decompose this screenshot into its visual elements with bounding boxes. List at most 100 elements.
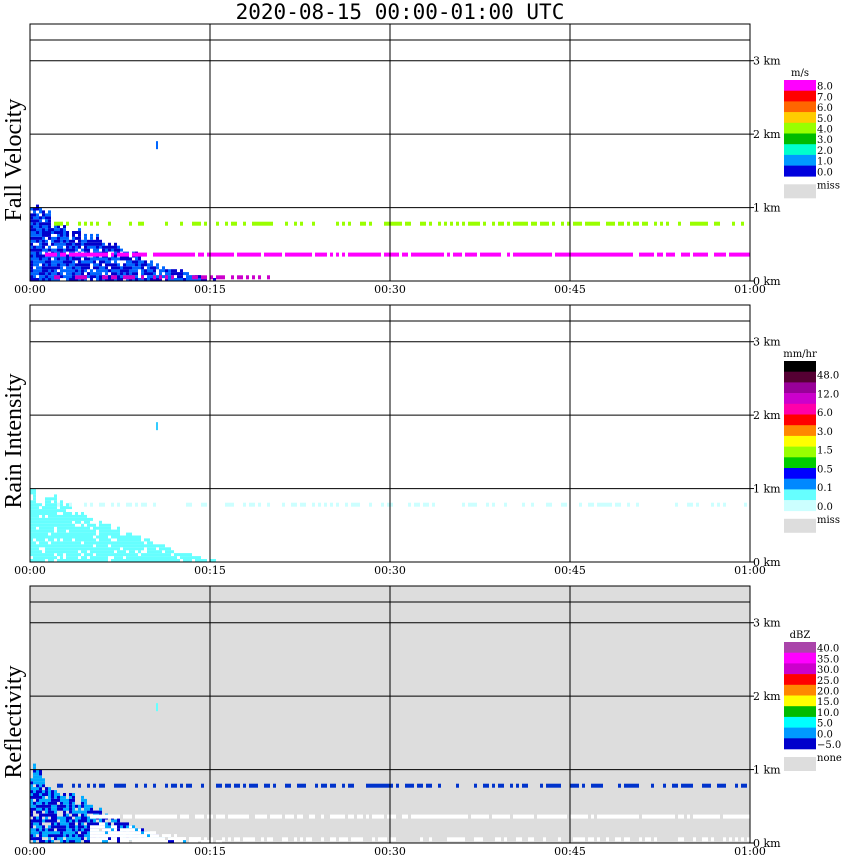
data-cell [189, 556, 192, 560]
data-cell [678, 837, 681, 842]
data-cell [75, 526, 78, 530]
data-cell [45, 239, 48, 243]
data-cell [63, 795, 66, 799]
data-cell [138, 538, 141, 542]
data-cell [204, 275, 207, 280]
data-cell [111, 837, 114, 841]
data-cell [39, 550, 42, 554]
data-cell [234, 783, 237, 788]
data-cell [51, 793, 54, 796]
data-cell [603, 814, 606, 819]
data-cell [615, 252, 618, 257]
data-cell [705, 814, 708, 819]
data-cell [78, 825, 81, 829]
data-cell [45, 275, 48, 279]
data-cell [96, 257, 99, 261]
data-cell [39, 807, 42, 811]
data-cell [102, 834, 105, 838]
data-cell [39, 251, 42, 255]
data-cell [60, 242, 63, 246]
data-cell [384, 837, 387, 842]
data-cell [303, 252, 306, 257]
data-cell [723, 783, 726, 788]
data-cell [117, 278, 120, 281]
data-cell [135, 553, 138, 557]
data-cell [132, 553, 135, 557]
data-cell [126, 266, 129, 270]
data-cell [105, 840, 108, 843]
data-cell [96, 275, 99, 279]
data-cell [105, 538, 108, 542]
data-cell [261, 221, 264, 226]
data-cell [93, 248, 96, 252]
y-tick-label: 2 km [753, 128, 781, 141]
data-cell [33, 225, 36, 229]
data-cell [45, 813, 48, 817]
data-cell [63, 248, 66, 252]
data-cell [129, 275, 132, 280]
data-cell [267, 502, 270, 507]
data-cell [99, 825, 102, 829]
data-cell [300, 502, 303, 507]
data-cell [135, 547, 138, 551]
data-cell [111, 825, 114, 829]
data-cell [54, 242, 57, 246]
data-cell [549, 252, 552, 257]
data-cell [54, 263, 57, 267]
data-cell [48, 272, 51, 276]
data-cell [75, 278, 78, 281]
data-cell [33, 251, 36, 255]
data-cell [54, 278, 57, 281]
data-cell [36, 535, 39, 539]
data-cell [51, 825, 54, 829]
data-cell [78, 260, 81, 264]
data-cell [42, 236, 45, 240]
y-tick-label: 3 km [753, 336, 781, 349]
data-cell [75, 248, 78, 252]
data-cell [42, 790, 45, 794]
data-cell [474, 814, 477, 819]
data-cell [657, 252, 660, 257]
data-cell [186, 272, 189, 276]
data-cell [591, 837, 594, 842]
data-cell [69, 801, 72, 805]
data-cell [90, 822, 93, 826]
data-cell [54, 512, 57, 515]
data-cell [504, 502, 507, 507]
data-cell [114, 783, 117, 788]
data-cell [123, 837, 126, 841]
data-cell [603, 252, 606, 257]
data-cell [402, 814, 405, 819]
data-cell [135, 278, 138, 281]
data-cell [66, 526, 69, 530]
data-cell [159, 837, 162, 841]
data-cell [33, 239, 36, 243]
data-cell [570, 252, 573, 257]
data-cell [144, 272, 147, 276]
data-cell [120, 822, 123, 826]
data-cell [174, 837, 177, 841]
data-cell [69, 828, 72, 832]
data-cell [399, 221, 402, 226]
data-cell [72, 532, 75, 536]
data-cell [51, 795, 54, 799]
data-cell [651, 783, 654, 788]
data-cell [36, 248, 39, 252]
data-cell [81, 813, 84, 817]
data-cell [480, 252, 483, 257]
data-cell [63, 275, 66, 279]
data-cell [597, 837, 600, 842]
data-cell [36, 520, 39, 524]
colorbar-miss-swatch [784, 757, 816, 771]
data-cell [174, 269, 177, 273]
data-cell [126, 556, 129, 560]
data-cell [69, 266, 72, 270]
data-cell [72, 559, 75, 562]
data-cell [42, 535, 45, 539]
colorbar-label: 8.0 [817, 82, 833, 93]
data-cell [150, 837, 153, 841]
data-cell [264, 221, 267, 226]
data-cell [84, 801, 87, 805]
data-cell [69, 502, 72, 507]
data-cell [87, 263, 90, 267]
